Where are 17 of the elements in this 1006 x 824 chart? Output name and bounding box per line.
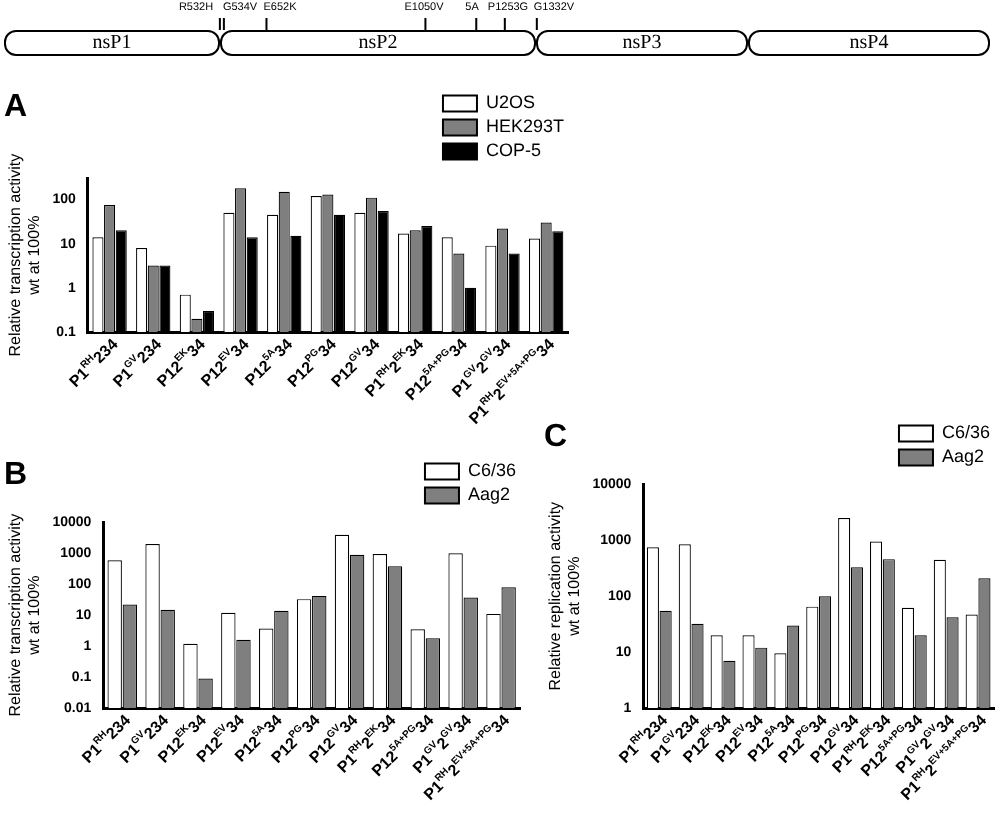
category-label: nsP1 — [4, 30, 220, 56]
legend-label: U2OS — [485, 92, 535, 113]
legend-label: HEK293T — [485, 116, 565, 137]
category-label: nsP2 — [220, 30, 536, 56]
category-label: nsP3 — [536, 30, 748, 56]
legend-label: Aag2 — [467, 484, 511, 505]
y-axis-title: Relative transcription activity wt at 100% — [6, 513, 44, 717]
category-label: nsP4 — [748, 30, 990, 56]
legend-label: C6/36 — [467, 460, 517, 481]
chart-title: C — [544, 420, 568, 455]
y-axis-title: Relative replication activity wt at 100% — [546, 501, 584, 691]
legend-label: C6/36 — [941, 422, 991, 443]
chart-title: B — [4, 458, 28, 493]
legend-label: COP-5 — [485, 140, 541, 161]
legend-label: Aag2 — [941, 446, 985, 467]
y-axis-title: Relative transcription activity wt at 100% — [6, 153, 44, 357]
chart-title: A — [4, 90, 28, 125]
